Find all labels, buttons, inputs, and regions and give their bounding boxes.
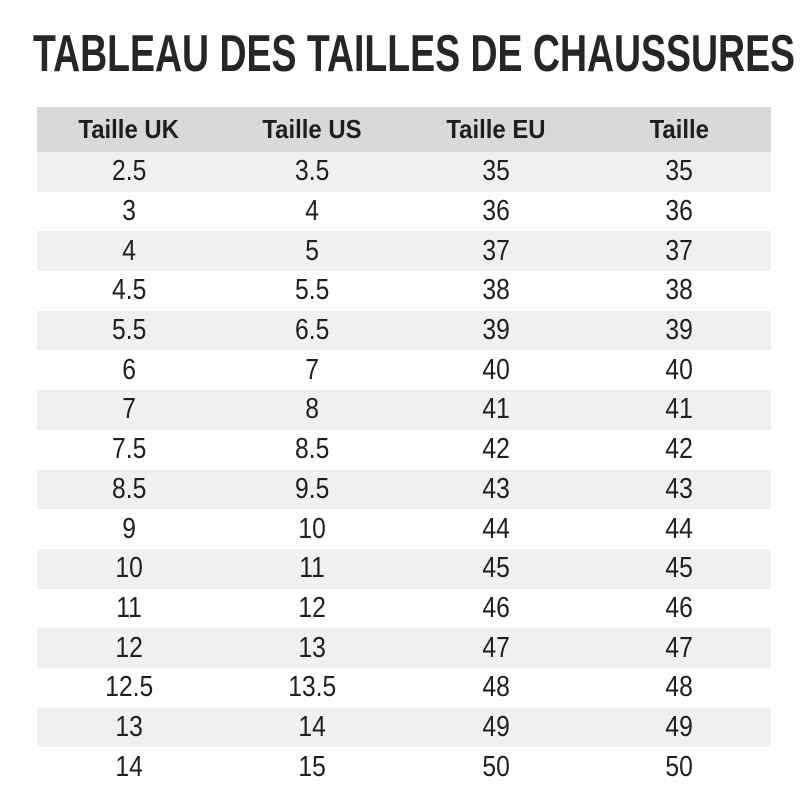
table-cell-size: 35 bbox=[665, 155, 693, 188]
table-cell-uk: 11 bbox=[115, 591, 142, 624]
column-header-label: Taille UK bbox=[78, 114, 180, 144]
table-cell-us: 9.5 bbox=[295, 472, 330, 505]
table-cell-eu: 44 bbox=[482, 512, 510, 545]
table-cell-uk: 12.5 bbox=[104, 671, 153, 704]
table-cell-us: 12 bbox=[298, 591, 326, 624]
table-row: 7 8 41 41 bbox=[37, 390, 771, 430]
table-cell-eu: 40 bbox=[482, 353, 510, 386]
table-cell-us: 3.5 bbox=[295, 155, 330, 188]
table-cell-eu: 43 bbox=[482, 472, 510, 505]
table-cell-size: 46 bbox=[665, 591, 693, 624]
table-cell-us: 8 bbox=[305, 393, 320, 426]
table-cell-size: 48 bbox=[665, 671, 693, 704]
table-cell-us: 4 bbox=[305, 195, 320, 228]
table-cell-uk: 4 bbox=[121, 234, 136, 267]
table-cell-size: 47 bbox=[665, 631, 693, 664]
table-cell-size: 40 bbox=[665, 353, 693, 386]
table-cell-eu: 41 bbox=[482, 393, 510, 426]
table-header-row: Taille UK Taille US Taille EU Taille bbox=[37, 107, 771, 152]
table-cell-eu: 36 bbox=[482, 195, 510, 228]
table-cell-size: 50 bbox=[665, 750, 693, 783]
table-cell-eu: 46 bbox=[482, 591, 510, 624]
table-cell-uk: 14 bbox=[115, 750, 143, 783]
table-row: 13 14 49 49 bbox=[37, 707, 771, 748]
table-cell-eu: 38 bbox=[482, 274, 510, 307]
table-cell-us: 14 bbox=[298, 710, 326, 743]
column-header-label: Taille bbox=[649, 114, 709, 144]
table-cell-size: 45 bbox=[665, 552, 693, 585]
table-row: 8.5 9.5 43 43 bbox=[37, 469, 771, 510]
table-cell-uk: 4.5 bbox=[111, 274, 146, 307]
table-cell-size: 37 bbox=[665, 234, 693, 267]
table-row: 4.5 5.5 38 38 bbox=[37, 271, 771, 311]
table-cell-uk: 2.5 bbox=[111, 155, 146, 188]
column-header-taille: Taille bbox=[588, 107, 772, 152]
table-cell-eu: 37 bbox=[482, 234, 510, 267]
table-row: 11 12 46 46 bbox=[37, 588, 771, 629]
table-cell-us: 5.5 bbox=[295, 274, 330, 307]
table-row: 14 15 50 50 bbox=[37, 747, 771, 787]
table-cell-size: 43 bbox=[665, 472, 693, 505]
table-row: 5.5 6.5 39 39 bbox=[37, 310, 771, 351]
table-cell-size: 38 bbox=[665, 274, 693, 307]
column-header-taille-us: Taille US bbox=[221, 107, 405, 152]
column-header-label: Taille US bbox=[262, 114, 362, 144]
table-cell-uk: 12 bbox=[115, 631, 143, 664]
table-cell-us: 11 bbox=[299, 552, 326, 585]
table-cell-us: 6.5 bbox=[295, 314, 330, 347]
table-cell-eu: 49 bbox=[482, 710, 510, 743]
table-cell-eu: 39 bbox=[482, 314, 510, 347]
table-cell-uk: 10 bbox=[115, 552, 143, 585]
table-cell-uk: 7 bbox=[121, 393, 136, 426]
table-cell-eu: 47 bbox=[482, 631, 510, 664]
column-header-label: Taille EU bbox=[446, 114, 546, 144]
table-row: 12.5 13.5 48 48 bbox=[37, 667, 771, 708]
table-row: 12 13 47 47 bbox=[37, 628, 771, 668]
table-cell-us: 5 bbox=[305, 234, 320, 267]
table-cell-us: 8.5 bbox=[295, 433, 330, 466]
table-cell-us: 13.5 bbox=[288, 671, 337, 704]
table-row: 4 5 37 37 bbox=[37, 231, 771, 272]
table-cell-size: 44 bbox=[665, 512, 693, 545]
table-cell-uk: 7.5 bbox=[111, 433, 146, 466]
table-cell-uk: 8.5 bbox=[111, 472, 146, 505]
table-cell-us: 7 bbox=[305, 353, 320, 386]
page-title: TABLEAU DES TAILLES DE CHAUSSURES bbox=[33, 25, 796, 83]
table-cell-uk: 3 bbox=[121, 195, 136, 228]
table-cell-eu: 45 bbox=[482, 552, 510, 585]
table-cell-uk: 9 bbox=[121, 512, 136, 545]
table-row: 6 7 40 40 bbox=[37, 350, 771, 391]
table-row: 9 10 44 44 bbox=[37, 509, 771, 549]
column-header-taille-eu: Taille EU bbox=[404, 107, 588, 152]
table-cell-eu: 50 bbox=[482, 750, 510, 783]
table-cell-us: 10 bbox=[298, 512, 326, 545]
table-cell-uk: 6 bbox=[121, 353, 136, 386]
table-cell-us: 15 bbox=[298, 750, 326, 783]
table-cell-uk: 5.5 bbox=[111, 314, 146, 347]
table-cell-size: 49 bbox=[665, 710, 693, 743]
table-row: 7.5 8.5 42 42 bbox=[37, 429, 771, 470]
column-header-taille-uk: Taille UK bbox=[37, 107, 221, 152]
table-row: 2.5 3.5 35 35 bbox=[37, 152, 771, 192]
table-body: 2.5 3.5 35 35 3 4 36 36 4 5 37 37 bbox=[37, 152, 771, 787]
size-table: Taille UK Taille US Taille EU Taille 2.5… bbox=[37, 107, 771, 787]
table-cell-eu: 48 bbox=[482, 671, 510, 704]
table-cell-size: 41 bbox=[665, 393, 693, 426]
table-row: 10 11 45 45 bbox=[37, 548, 771, 589]
table-cell-eu: 35 bbox=[482, 155, 510, 188]
table-cell-eu: 42 bbox=[482, 433, 510, 466]
table-cell-uk: 13 bbox=[115, 710, 143, 743]
table-cell-size: 42 bbox=[665, 433, 693, 466]
table-cell-us: 13 bbox=[298, 631, 326, 664]
table-cell-size: 39 bbox=[665, 314, 693, 347]
table-cell-size: 36 bbox=[665, 195, 693, 228]
table-row: 3 4 36 36 bbox=[37, 191, 771, 232]
